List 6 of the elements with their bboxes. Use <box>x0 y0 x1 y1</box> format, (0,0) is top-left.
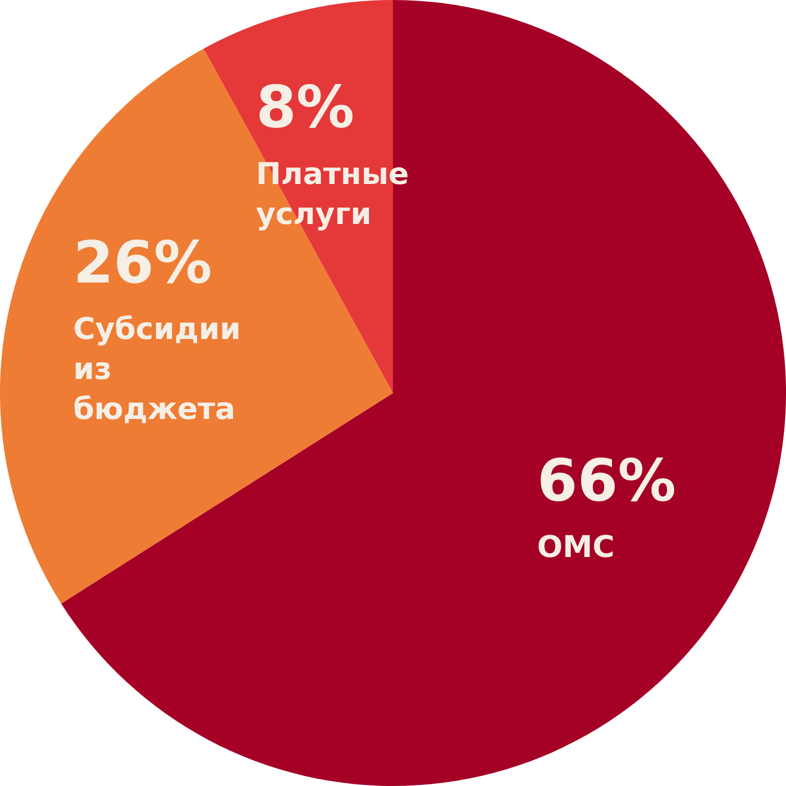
data-label: 66% <box>537 446 676 514</box>
data-label: 8% <box>256 73 354 142</box>
slice-label: Платные услуги <box>256 156 409 232</box>
slice-label: ОМС <box>537 530 614 566</box>
data-label: 26% <box>73 228 212 296</box>
slice-label: Субсидии из бюджета <box>73 312 241 428</box>
